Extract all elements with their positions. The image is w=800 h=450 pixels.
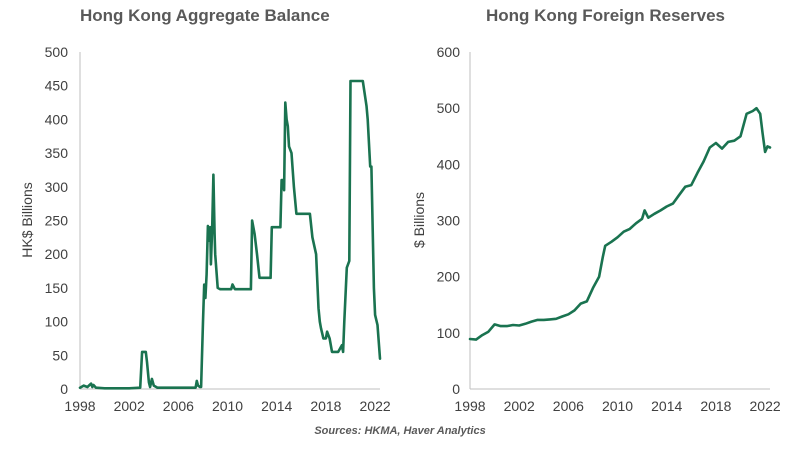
y-tick-label: 500 bbox=[45, 44, 69, 60]
x-tick-label: 2002 bbox=[114, 398, 145, 414]
y-tick-label: 100 bbox=[437, 325, 461, 341]
y-tick-label: 600 bbox=[437, 44, 461, 60]
series-line bbox=[78, 79, 382, 390]
x-tick-label: 2022 bbox=[360, 398, 391, 414]
y-tick-label: 150 bbox=[45, 280, 69, 296]
y-tick-label: 200 bbox=[45, 246, 69, 262]
x-tick-label: 2010 bbox=[212, 398, 243, 414]
y-tick-label: 0 bbox=[60, 381, 68, 397]
y-axis-label: $ Billions bbox=[411, 192, 427, 248]
y-tick-label: 200 bbox=[437, 269, 461, 285]
y-tick-label: 50 bbox=[52, 347, 68, 363]
y-tick-label: 250 bbox=[45, 213, 69, 229]
x-tick-label: 1998 bbox=[454, 398, 485, 414]
x-tick-label: 2014 bbox=[651, 398, 682, 414]
y-tick-label: 0 bbox=[452, 381, 460, 397]
x-tick-label: 2002 bbox=[504, 398, 535, 414]
x-tick-label: 2018 bbox=[700, 398, 731, 414]
y-axis-label: HK$ Billions bbox=[19, 182, 35, 257]
x-tick-label: 2014 bbox=[261, 398, 292, 414]
y-tick-label: 350 bbox=[45, 145, 69, 161]
y-tick-label: 300 bbox=[45, 179, 69, 195]
x-tick-label: 2010 bbox=[602, 398, 633, 414]
chart-title-aggregate-balance: Hong Kong Aggregate Balance bbox=[80, 6, 330, 25]
x-tick-label: 2006 bbox=[553, 398, 584, 414]
chart-title-foreign-reserves: Hong Kong Foreign Reserves bbox=[486, 6, 725, 25]
x-tick-label: 2006 bbox=[163, 398, 194, 414]
y-tick-label: 500 bbox=[437, 100, 461, 116]
x-tick-label: 1998 bbox=[64, 398, 95, 414]
y-tick-label: 400 bbox=[437, 156, 461, 172]
y-tick-label: 450 bbox=[45, 78, 69, 94]
y-tick-label: 400 bbox=[45, 111, 69, 127]
source-note: Sources: HKMA, Haver Analytics bbox=[314, 425, 486, 437]
y-tick-label: 300 bbox=[437, 213, 461, 229]
y-tick-label: 100 bbox=[45, 314, 69, 330]
series-line bbox=[468, 106, 772, 341]
x-tick-label: 2022 bbox=[750, 398, 781, 414]
x-tick-label: 2018 bbox=[310, 398, 341, 414]
